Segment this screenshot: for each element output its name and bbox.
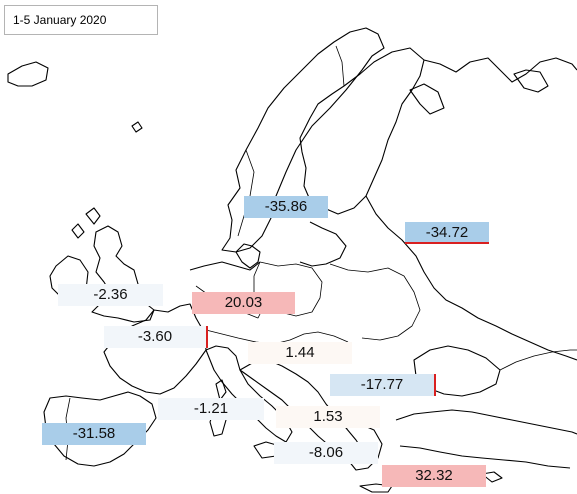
region-value-iberia: -31.58 (42, 423, 146, 445)
region-value-russia-west: -34.72 (405, 222, 489, 244)
region-value-eastern-mediterranean: 32.32 (382, 465, 486, 487)
denmark-coastline (235, 243, 261, 269)
great-britain-coastline (91, 225, 155, 323)
region-value-british-isles: -2.36 (58, 284, 163, 306)
finland-coastline (299, 47, 425, 215)
region-value-western-mediterranean: -1.21 (158, 398, 264, 420)
title-box: 1-5 January 2020 (4, 5, 158, 35)
finland-sweden-border (335, 45, 345, 87)
turkey-south-coast (399, 445, 571, 469)
region-value-western-europe: -3.60 (104, 326, 208, 348)
region-value-balkans-east: -17.77 (330, 374, 436, 396)
novaya-zemlya (513, 69, 549, 93)
scandinavia-coastline (221, 27, 385, 253)
map-title: 1-5 January 2020 (13, 13, 107, 27)
russia-arctic-coast (423, 57, 577, 83)
central-europe-coast (189, 261, 261, 271)
belarus-ukraine-border (329, 263, 421, 341)
region-value-fennoscandia: -35.86 (244, 196, 328, 218)
corsica (215, 379, 227, 401)
norway-sweden-border (237, 149, 255, 237)
white-sea (409, 83, 445, 115)
baltic-coast (299, 221, 347, 267)
cyprus (481, 471, 503, 483)
eastern-border (365, 195, 577, 361)
region-value-southern-italy: -8.06 (274, 442, 378, 464)
region-value-central-europe-south: 1.44 (248, 342, 352, 364)
italy-coastline (205, 345, 293, 443)
iceland-coastline (7, 61, 49, 87)
faroe-islands (131, 121, 143, 133)
france-coastline (103, 303, 207, 395)
turkey-coastline (395, 409, 577, 435)
region-value-adriatic: 1.53 (276, 406, 380, 428)
crete (359, 483, 393, 493)
region-value-central-europe-north: 20.03 (192, 292, 295, 314)
caucasus (499, 349, 577, 371)
scotland-islands (71, 207, 101, 239)
